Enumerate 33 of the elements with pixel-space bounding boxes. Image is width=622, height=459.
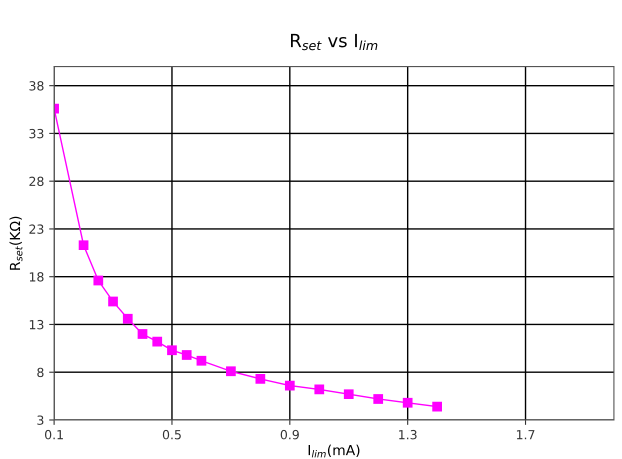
y-tick-label: 3 [37,415,44,425]
x-tick-label: 0.5 [162,430,181,440]
point [167,345,177,356]
point [108,296,118,306]
point [182,350,192,360]
y-tick-label: 23 [29,224,44,234]
point [344,389,354,400]
chart-title: R$_{set}$ vs I$_{lim}$ [291,34,378,50]
y-tick-label: 33 [29,128,44,138]
point [226,366,236,376]
x-tick-label: 0.9 [280,430,299,440]
y-tick-label: 13 [30,320,44,330]
point [255,374,266,384]
x-tick-label: 1.7 [516,430,534,440]
point [122,314,133,324]
point [284,380,295,390]
x-tick-label: 1.3 [399,430,417,440]
y-tick-label: 8 [37,368,44,378]
x-tick-label: 0.1 [45,430,63,440]
y-tick-label: 28 [29,176,44,186]
y-tick-label: 18 [30,272,44,282]
point [196,356,206,366]
point [314,384,324,394]
point [373,394,384,404]
point [93,276,104,286]
point [432,402,442,412]
point [402,398,413,408]
point [138,329,148,339]
y-axis-title: R$_{set}$(KΩ) [9,216,22,270]
point [152,336,162,347]
x-axis-title: I$_{lim}$(mA) [308,444,360,458]
point [78,240,88,250]
y-tick-label: 38 [29,81,44,91]
